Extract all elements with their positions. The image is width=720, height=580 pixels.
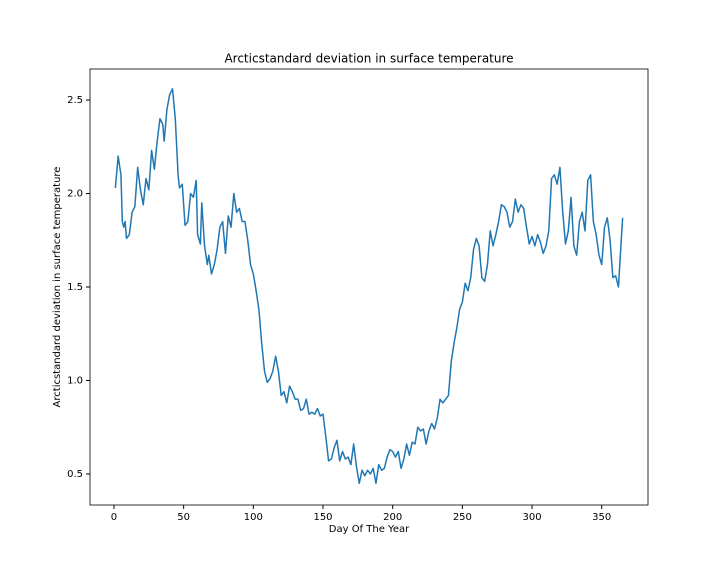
chart-title: Arcticstandard deviation in surface temp…	[224, 52, 513, 66]
y-tick-label: 1.0	[67, 375, 83, 386]
x-tick-label: 100	[244, 512, 263, 523]
x-tick-label: 250	[453, 512, 472, 523]
y-tick-label: 1.5	[67, 282, 83, 293]
x-tick-label: 300	[523, 512, 542, 523]
x-tick-label: 50	[177, 512, 190, 523]
x-tick-label: 150	[313, 512, 332, 523]
y-tick-label: 0.5	[67, 469, 83, 480]
x-tick-label: 200	[383, 512, 402, 523]
y-axis-label: Arcticstandard deviation in surface temp…	[52, 167, 63, 408]
y-tick-label: 2.5	[67, 95, 83, 106]
x-tick-label: 350	[592, 512, 611, 523]
y-tick-label: 2.0	[67, 189, 83, 200]
plot-frame	[89, 68, 649, 506]
x-axis-label: Day Of The Year	[329, 524, 410, 535]
x-tick-label: 0	[111, 512, 117, 523]
line	[114, 88, 624, 485]
